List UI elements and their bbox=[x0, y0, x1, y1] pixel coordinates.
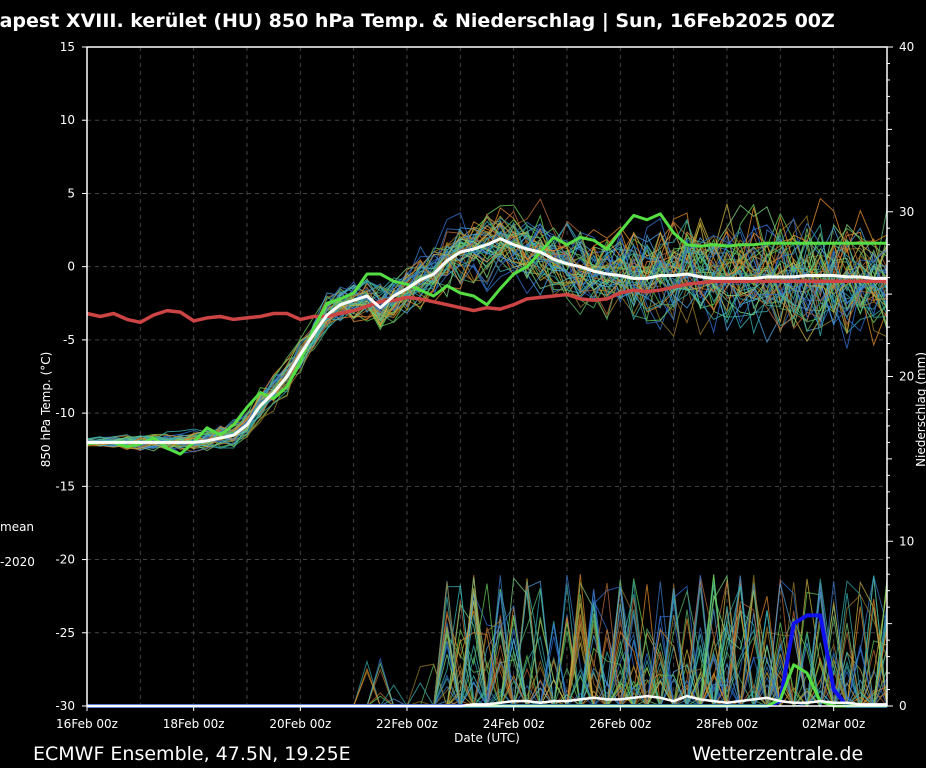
grid bbox=[87, 47, 887, 706]
precip-member-line bbox=[87, 574, 888, 708]
y-tick-label-left: -5 bbox=[63, 333, 75, 347]
y-tick-label-left: -20 bbox=[55, 553, 75, 567]
chart-title: dapest XVIII. kerület (HU) 850 hPa Temp.… bbox=[0, 0, 926, 40]
footer-source: Wetterzentrale.de bbox=[692, 743, 864, 765]
precip-members bbox=[87, 574, 888, 708]
x-tick-label: 26Feb 00z bbox=[589, 717, 651, 731]
member-line bbox=[86, 241, 888, 446]
member-line bbox=[86, 242, 888, 445]
x-tick-label: 22Feb 00z bbox=[376, 717, 438, 731]
y-tick-label-right: 30 bbox=[899, 205, 914, 219]
x-tick-label: 20Feb 00z bbox=[269, 717, 331, 731]
y-tick-label-left: 10 bbox=[60, 113, 75, 127]
x-tick-label: 02Mar 00z bbox=[802, 717, 865, 731]
member-line bbox=[86, 198, 888, 449]
precip-member-line bbox=[87, 606, 888, 708]
y-tick-label-right: 40 bbox=[899, 40, 914, 54]
legend-fragment-mean: mean bbox=[0, 520, 35, 534]
x-tick-label: 24Feb 00z bbox=[483, 717, 545, 731]
x-tick-label: 16Feb 00z bbox=[56, 717, 118, 731]
y-tick-label-left: -15 bbox=[55, 479, 75, 493]
member-line bbox=[86, 197, 888, 447]
x-tick-label: 28Feb 00z bbox=[696, 717, 758, 731]
ensemble-members bbox=[86, 197, 888, 454]
y-tick-label-left: -30 bbox=[55, 699, 75, 713]
member-line bbox=[86, 218, 888, 446]
y-tick-label-right: 20 bbox=[899, 370, 914, 384]
plot-frame bbox=[86, 46, 888, 707]
axes: 15 10 5 0 -5 -10 -15 -20 -25 -30 40 30 20 10 0 16Feb 00… bbox=[39, 40, 926, 745]
series-climate bbox=[86, 279, 887, 325]
y-tick-label-left: 15 bbox=[60, 40, 75, 54]
y-tick-label-right: 10 bbox=[899, 534, 914, 548]
x-tick-label: 18Feb 00z bbox=[163, 717, 225, 731]
member-line bbox=[86, 228, 888, 452]
series-mean bbox=[87, 237, 887, 444]
series-control bbox=[86, 212, 887, 456]
footer-model-info: ECMWF Ensemble, 47.5N, 19.25E bbox=[33, 743, 351, 765]
y-tick-label-left: 0 bbox=[67, 260, 75, 274]
y-tick-label-left: -25 bbox=[55, 626, 75, 640]
member-line bbox=[86, 212, 888, 446]
y-tick-label-left: 5 bbox=[67, 186, 75, 200]
chart-title-text: dapest XVIII. kerület (HU) 850 hPa Temp.… bbox=[0, 10, 835, 32]
y-axis-label-left: 850 hPa Temp. (°C) bbox=[39, 352, 53, 468]
y-axis-label-right: Niederschlag (mm) bbox=[914, 352, 926, 467]
member-line bbox=[86, 223, 888, 447]
y-tick-label-left: -10 bbox=[55, 406, 75, 420]
x-axis-label: Date (UTC) bbox=[454, 731, 520, 745]
precip-member-line bbox=[87, 574, 888, 707]
legend-fragment-period: -2020 bbox=[0, 555, 35, 569]
member-line bbox=[86, 223, 888, 446]
y-tick-label-right: 0 bbox=[899, 699, 907, 713]
